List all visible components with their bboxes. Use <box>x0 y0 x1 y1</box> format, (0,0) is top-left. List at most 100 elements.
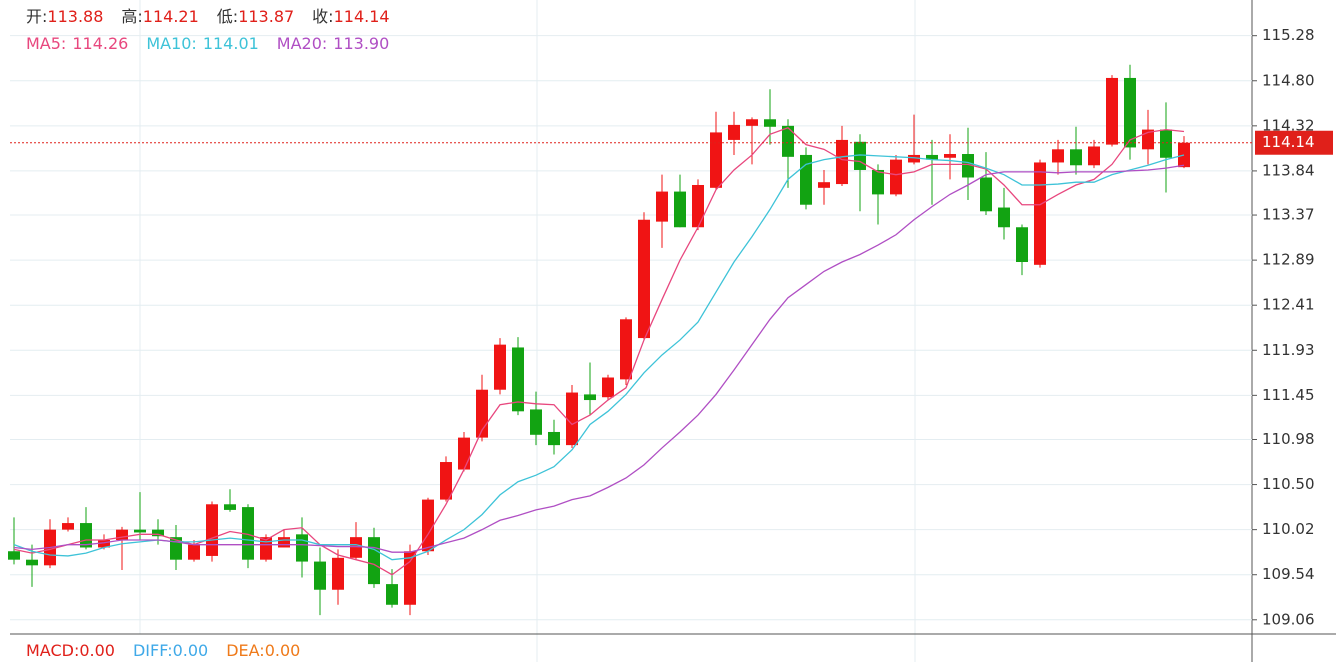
candle-body <box>998 207 1010 228</box>
candle-body <box>530 409 542 435</box>
candle-body <box>548 431 560 446</box>
candle-body <box>278 537 290 548</box>
legend-item: MA10: 114.01 <box>146 34 258 53</box>
legend-value: 113.90 <box>333 34 390 53</box>
candle-body <box>980 177 992 212</box>
macd-item: DIFF:0.00 <box>133 641 208 660</box>
y-tick-label: 110.02 <box>1262 520 1315 538</box>
candle-body <box>242 507 254 560</box>
candle-body <box>98 539 110 548</box>
candle-body <box>260 537 272 560</box>
macd-label: DIFF: <box>132 641 173 660</box>
legend-value: 114.01 <box>202 34 259 53</box>
candle-body <box>206 504 218 556</box>
candle-body <box>224 504 236 510</box>
macd-readout: MACD:0.00 DIFF:0.00 DEA:0.00 <box>26 641 318 661</box>
candle-body <box>584 394 596 401</box>
y-tick-label: 111.93 <box>1262 341 1315 359</box>
macd-value: 0.00 <box>264 641 301 660</box>
legend-label: MA20: <box>276 34 328 53</box>
candle-body <box>8 551 20 560</box>
candle-body <box>566 392 578 446</box>
candle-body <box>962 154 974 178</box>
readout-value: 114.21 <box>142 7 199 26</box>
readout-label: 高: <box>121 7 143 26</box>
legend-value: 114.26 <box>72 34 129 53</box>
macd-label: MACD: <box>26 641 80 660</box>
y-tick-label: 111.45 <box>1262 386 1315 404</box>
candle-body <box>314 561 326 590</box>
candle-body <box>494 344 506 390</box>
candle-body <box>422 499 434 552</box>
candle-body <box>890 159 902 195</box>
y-tick-label: 115.28 <box>1262 26 1315 44</box>
candle-body <box>710 132 722 188</box>
candle-body <box>296 534 308 562</box>
y-tick-label: 112.41 <box>1262 296 1315 314</box>
ma-line <box>13 126 1185 576</box>
y-tick-label: 110.50 <box>1262 475 1315 493</box>
readout-value: 113.88 <box>47 7 104 26</box>
candle-body <box>1016 227 1028 263</box>
candle-body <box>350 537 362 558</box>
y-tick-label: 112.89 <box>1262 251 1315 269</box>
legend-label: MA10: <box>146 34 197 53</box>
candle-body <box>512 347 524 412</box>
legend-item: MA20: 113.90 <box>277 34 389 53</box>
candle-body <box>62 523 74 530</box>
candle-body <box>656 191 668 222</box>
candle-body <box>782 125 794 157</box>
readout-item: 收:114.14 <box>312 7 389 26</box>
candle-body <box>746 119 758 126</box>
candle-body <box>872 169 884 195</box>
candle-body <box>332 557 344 590</box>
candle-body <box>926 154 938 160</box>
candle-body <box>1106 77 1118 145</box>
candle-body <box>1088 146 1100 166</box>
candle-body <box>386 584 398 605</box>
candle-body <box>188 544 200 560</box>
candle-body <box>674 191 686 228</box>
candle-body <box>1034 162 1046 265</box>
readout-label: 开: <box>26 7 48 26</box>
candle-body <box>944 154 956 158</box>
y-tick-label: 109.06 <box>1262 610 1315 628</box>
macd-label: DEA: <box>226 641 265 660</box>
readout-value: 113.87 <box>238 7 295 26</box>
legend-item: MA5: 114.26 <box>26 34 128 53</box>
readout-label: 低: <box>216 7 239 26</box>
candle-body <box>692 184 704 228</box>
candle-body <box>728 124 740 140</box>
readout-value: 114.14 <box>333 7 390 26</box>
last-price-label: 114.14 <box>1262 133 1315 151</box>
y-tick-label: 114.80 <box>1262 71 1315 89</box>
last-price-box <box>1255 130 1333 155</box>
readout-label: 收: <box>312 7 334 26</box>
candle-body <box>1160 129 1172 158</box>
macd-value: 0.00 <box>79 641 115 660</box>
candle-body <box>134 529 146 533</box>
candle-body <box>836 139 848 185</box>
candle-body <box>1124 77 1136 148</box>
y-tick-label: 110.98 <box>1262 430 1315 448</box>
y-tick-label: 114.32 <box>1262 116 1315 134</box>
candle-body <box>620 319 632 380</box>
legend-label: MA5: <box>26 34 67 53</box>
grid: 115.28 114.80 114.32 113.84 113.37 112.89 112.… <box>10 26 1315 628</box>
readout-item: 高:114.21 <box>121 7 198 26</box>
macd-item: MACD:0.00 <box>26 641 115 660</box>
candle-body <box>458 437 470 470</box>
plot: 114.14 <box>8 64 1333 616</box>
candle-body <box>1052 149 1064 163</box>
candle-body <box>818 182 830 188</box>
candle-body <box>1142 129 1154 150</box>
macd-item: DEA:0.00 <box>226 641 300 660</box>
ma-line <box>13 164 1185 553</box>
y-tick-label: 113.84 <box>1262 161 1315 179</box>
ma-line <box>13 154 1185 561</box>
candle-body <box>800 154 812 205</box>
macd-value: 0.00 <box>172 641 209 660</box>
candle-body <box>1070 149 1082 166</box>
